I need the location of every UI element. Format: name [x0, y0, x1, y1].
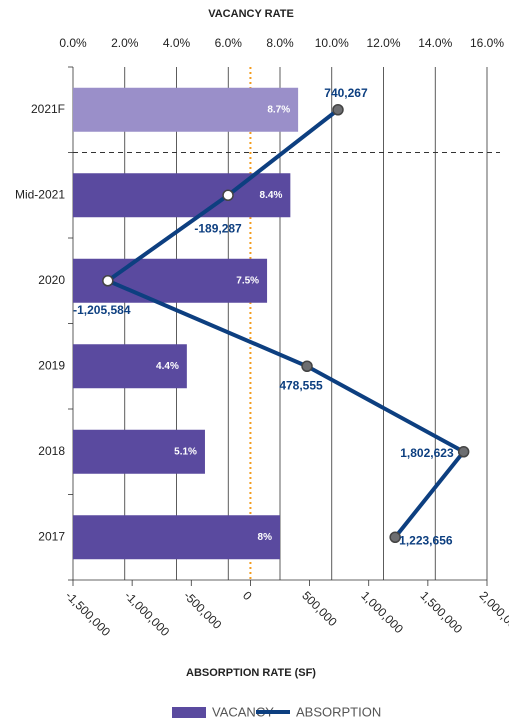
x2-tick-label: 1,000,000 — [358, 588, 406, 636]
marker — [301, 360, 313, 372]
line-value-label: 1,802,623 — [400, 446, 454, 460]
x2-tick-label: 1,500,000 — [417, 588, 465, 636]
line-value-label: 740,267 — [324, 86, 368, 100]
x-tick-label: 10.0% — [315, 36, 349, 50]
line-value-label: 478,555 — [279, 378, 323, 392]
bar-value-label: 5.1% — [174, 446, 197, 457]
bar-value-label: 8% — [258, 532, 273, 543]
x-tick-label: 8.0% — [266, 36, 294, 50]
line-value-label: 1,223,656 — [399, 533, 453, 547]
bar — [73, 173, 291, 218]
y-tick-label: 2017 — [38, 529, 65, 543]
chart-title: VACANCY RATE — [208, 8, 294, 20]
bar-value-label: 8.7% — [267, 104, 290, 115]
legend-label: VACANCY — [212, 704, 274, 719]
marker — [222, 189, 234, 201]
bar — [73, 429, 205, 474]
x-tick-label: 2.0% — [111, 36, 139, 50]
x-tick-label: 14.0% — [418, 36, 452, 50]
x2-axis-title: ABSORPTION RATE (SF) — [186, 667, 316, 679]
bar-value-label: 7.5% — [236, 275, 259, 286]
x-tick-label: 4.0% — [163, 36, 191, 50]
y-tick-label: 2018 — [38, 444, 65, 458]
x2-tick-label: -1,500,000 — [63, 588, 114, 639]
bar — [73, 515, 280, 560]
marker — [332, 104, 344, 116]
marker — [389, 531, 401, 543]
x-tick-label: 16.0% — [470, 36, 504, 50]
line — [103, 108, 467, 539]
x2-tick-label: -500,000 — [181, 588, 225, 632]
marker — [102, 275, 114, 287]
bar — [73, 87, 299, 132]
line-value-label: -1,205,584 — [73, 303, 131, 317]
bar-value-label: 4.4% — [156, 361, 179, 372]
legend-label: ABSORPTION — [296, 704, 381, 719]
y-tick-label: 2020 — [38, 273, 65, 287]
x-tick-label: 12.0% — [366, 36, 400, 50]
bar — [73, 344, 187, 389]
x-tick-label: 6.0% — [215, 36, 243, 50]
marker — [457, 446, 470, 458]
x2-tick-label: 2,000,000 — [477, 588, 509, 636]
legend-swatch — [172, 707, 206, 718]
x2-tick-label: -1,000,000 — [122, 588, 173, 639]
y-tick-label: Mid-2021 — [15, 187, 65, 201]
bar-value-label: 8.4% — [260, 190, 283, 201]
line-value-label: -189,287 — [194, 221, 242, 235]
x2-tick-label: 0 — [240, 588, 255, 603]
x2-tick-label: 500,000 — [299, 588, 340, 629]
x-tick-label: 0.0% — [59, 36, 87, 50]
y-tick-label: 2019 — [38, 358, 65, 372]
y-tick-label: 2021F — [31, 102, 65, 116]
